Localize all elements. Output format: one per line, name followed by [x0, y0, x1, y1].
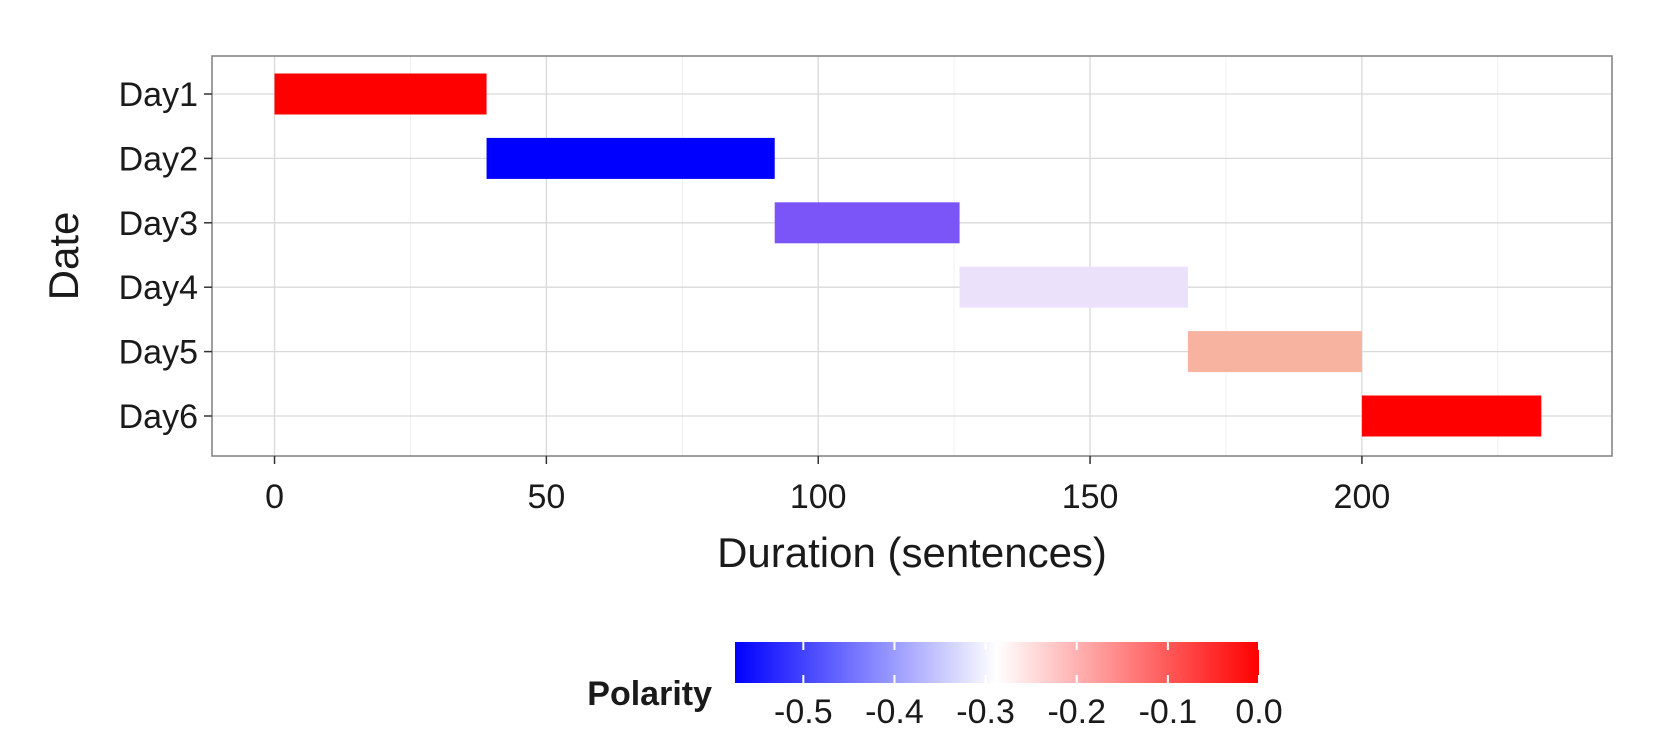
legend: Polarity -0.5 -0.4 -0.3 -0.2 -0.1 0.0: [587, 642, 1283, 731]
bar-day5: [1187, 331, 1362, 373]
legend-title: Polarity: [587, 675, 712, 713]
y-tick-label: Day2: [119, 140, 198, 178]
bar-day6: [1361, 395, 1542, 437]
y-tick-label: Day3: [119, 205, 198, 243]
bar-day3: [774, 202, 960, 244]
x-tick-label: 150: [1062, 478, 1119, 516]
bar-day2: [486, 137, 775, 179]
x-tick-label: 100: [790, 478, 847, 516]
bar-day4: [959, 266, 1188, 308]
x-axis: 0 50 100 150 200: [265, 456, 1390, 516]
legend-tick-label: -0.4: [865, 693, 924, 731]
y-tick-label: Day6: [119, 398, 198, 436]
x-tick-label: 0: [265, 478, 284, 516]
y-tick-label: Day5: [119, 334, 198, 372]
x-axis-title: Duration (sentences): [717, 529, 1107, 576]
legend-tick-label: 0.0: [1235, 693, 1282, 731]
bars: [274, 73, 1542, 437]
legend-tick-label: -0.1: [1139, 693, 1198, 731]
y-axis: Day1 Day2 Day3 Day4 Day5 Day6: [119, 76, 212, 436]
legend-colorbar: [735, 642, 1259, 683]
legend-ticks: -0.5 -0.4 -0.3 -0.2 -0.1 0.0: [774, 642, 1283, 731]
legend-tick-label: -0.2: [1047, 693, 1106, 731]
x-tick-label: 50: [527, 478, 565, 516]
bar-day1: [274, 73, 487, 115]
panel-border: [211, 55, 1613, 457]
y-axis-title: Date: [40, 212, 87, 301]
y-tick-label: Day4: [119, 269, 198, 307]
legend-tick-label: -0.5: [774, 693, 833, 731]
x-tick-label: 200: [1334, 478, 1391, 516]
legend-tick-label: -0.3: [956, 693, 1015, 731]
y-tick-label: Day1: [119, 76, 198, 114]
